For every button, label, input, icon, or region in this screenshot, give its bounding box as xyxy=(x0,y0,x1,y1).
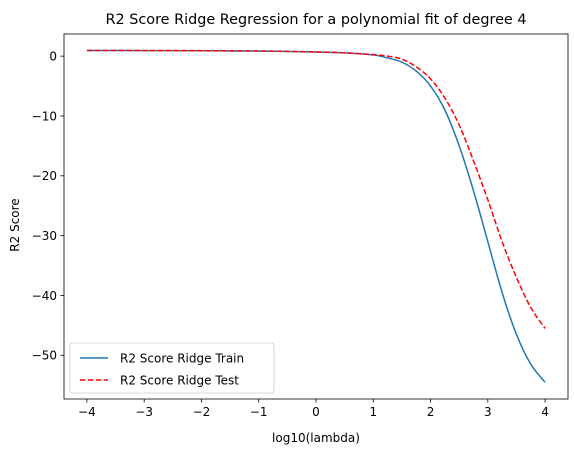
legend-box xyxy=(69,342,275,394)
y-tick-label: −50 xyxy=(32,349,57,363)
x-axis-label: log10(lambda) xyxy=(272,431,360,445)
series-line-train xyxy=(86,49,546,383)
x-tick-label: −4 xyxy=(78,405,96,419)
legend: R2 Score Ridge Train R2 Score Ridge Test xyxy=(69,342,275,394)
series-layer xyxy=(86,49,546,383)
y-tick-label: −40 xyxy=(32,289,57,303)
x-tick-label: 0 xyxy=(312,405,320,419)
x-axis: −4 −3 −2 −1 0 1 2 3 4 xyxy=(78,399,549,419)
series-line-test xyxy=(86,49,546,329)
x-tick-label: 1 xyxy=(369,405,377,419)
y-tick-label: 0 xyxy=(49,49,57,63)
y-axis-label: R2 Score xyxy=(8,198,22,251)
x-tick-label: 3 xyxy=(484,405,492,419)
y-tick-label: −20 xyxy=(32,169,57,183)
legend-label: R2 Score Ridge Train xyxy=(120,351,244,365)
x-tick-label: −1 xyxy=(250,405,268,419)
x-tick-label: 4 xyxy=(541,405,549,419)
y-tick-label: −10 xyxy=(32,109,57,123)
chart-title: R2 Score Ridge Regression for a polynomi… xyxy=(105,12,526,28)
y-axis: 0 −10 −20 −30 −40 −50 xyxy=(32,49,64,363)
x-tick-label: −3 xyxy=(135,405,153,419)
x-tick-label: −2 xyxy=(193,405,211,419)
x-tick-label: 2 xyxy=(427,405,435,419)
legend-label: R2 Score Ridge Test xyxy=(120,373,239,387)
y-tick-label: −30 xyxy=(32,229,57,243)
